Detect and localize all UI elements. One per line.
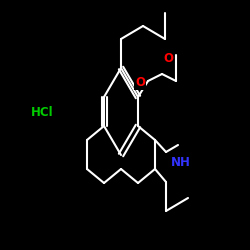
- Text: NH: NH: [171, 156, 191, 170]
- Text: O: O: [163, 52, 173, 64]
- Text: HCl: HCl: [31, 106, 53, 118]
- Text: O: O: [135, 76, 145, 88]
